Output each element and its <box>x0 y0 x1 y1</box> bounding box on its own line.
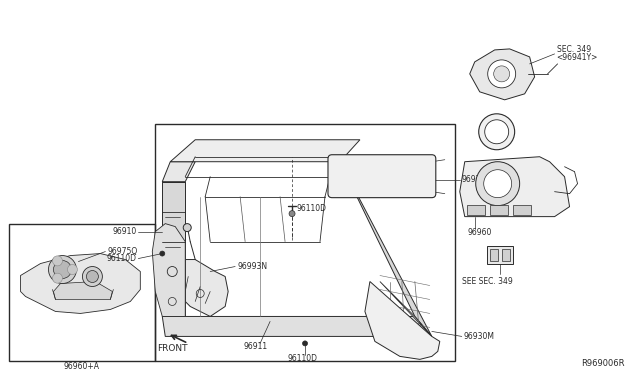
Circle shape <box>52 273 63 283</box>
Bar <box>513 205 531 215</box>
Polygon shape <box>163 182 185 317</box>
Polygon shape <box>170 140 360 162</box>
Circle shape <box>484 120 509 144</box>
Circle shape <box>303 341 308 346</box>
Polygon shape <box>152 224 185 317</box>
Text: 96960: 96960 <box>468 228 492 237</box>
Polygon shape <box>163 162 195 182</box>
Circle shape <box>160 251 164 256</box>
Circle shape <box>49 256 76 283</box>
Bar <box>502 248 509 260</box>
Bar <box>8 224 156 361</box>
Text: 96911: 96911 <box>243 342 267 351</box>
Circle shape <box>484 170 511 198</box>
Text: SEE SEC. 349: SEE SEC. 349 <box>461 277 513 286</box>
Polygon shape <box>175 260 228 317</box>
Text: R969006R: R969006R <box>581 359 625 368</box>
Text: FRONT: FRONT <box>157 344 188 353</box>
Circle shape <box>493 66 509 82</box>
Text: 96960+A: 96960+A <box>63 362 99 371</box>
Polygon shape <box>365 282 440 359</box>
Bar <box>490 248 498 260</box>
Circle shape <box>183 224 191 232</box>
Circle shape <box>52 256 63 266</box>
Bar <box>486 246 513 263</box>
Text: 96920: 96920 <box>461 175 486 184</box>
Circle shape <box>67 264 77 275</box>
FancyBboxPatch shape <box>328 155 436 198</box>
Text: 96110D: 96110D <box>287 354 317 363</box>
Text: 96993N: 96993N <box>237 262 268 271</box>
Text: 96930M: 96930M <box>464 332 495 341</box>
Polygon shape <box>163 317 432 336</box>
Polygon shape <box>470 49 534 100</box>
Circle shape <box>479 114 515 150</box>
Polygon shape <box>460 157 570 217</box>
Polygon shape <box>380 282 432 336</box>
Text: 96975Q: 96975Q <box>108 247 138 256</box>
Circle shape <box>83 266 102 286</box>
Bar <box>490 205 508 215</box>
Text: 96110D: 96110D <box>296 204 326 213</box>
Circle shape <box>54 260 72 279</box>
Bar <box>156 124 455 361</box>
Circle shape <box>289 211 295 217</box>
Text: <96941Y>: <96941Y> <box>557 54 598 62</box>
Text: 96910: 96910 <box>112 227 136 236</box>
Bar <box>467 205 484 215</box>
Text: 96110D: 96110D <box>106 254 136 263</box>
Polygon shape <box>20 254 140 314</box>
Circle shape <box>86 270 99 282</box>
Circle shape <box>476 162 520 206</box>
Polygon shape <box>54 282 113 299</box>
Circle shape <box>488 60 516 88</box>
Polygon shape <box>340 162 432 336</box>
Text: SEC. 349: SEC. 349 <box>557 45 591 54</box>
